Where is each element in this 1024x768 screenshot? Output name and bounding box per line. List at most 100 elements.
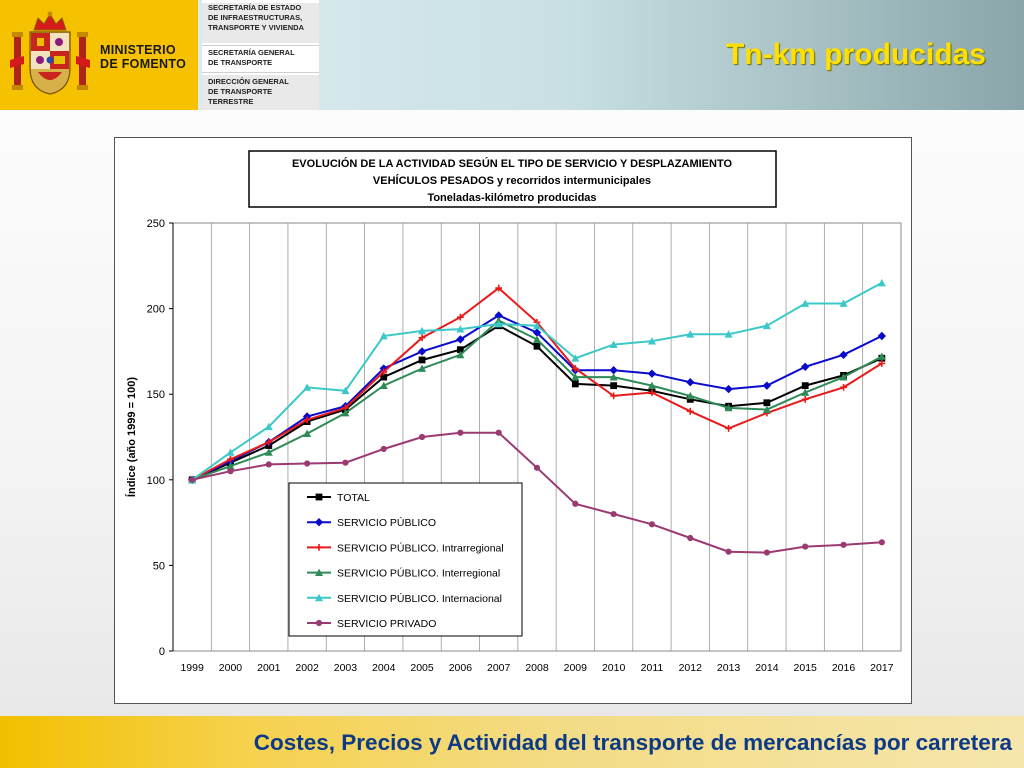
x-tick-label: 2013: [717, 662, 741, 674]
x-tick-label: 2017: [870, 662, 894, 674]
data-point: [839, 299, 848, 307]
data-point: [265, 438, 273, 446]
data-point: [648, 521, 656, 528]
footer-band: Costes, Precios y Actividad del transpor…: [0, 716, 1024, 768]
data-point: [456, 346, 464, 354]
x-tick-label: 2002: [295, 662, 319, 674]
data-point: [877, 331, 887, 341]
legend-label: SERVICIO PÚBLICO: [337, 516, 436, 529]
data-point: [533, 464, 541, 471]
header-band: MINISTERIO DE FOMENTO SECRETARÍA DE ESTA…: [0, 0, 1024, 110]
data-point: [418, 356, 426, 364]
dept-direccion-general: DIRECCIÓN GENERAL DE TRANSPORTE TERRESTR…: [202, 75, 319, 110]
chart-title-line: VEHÍCULOS PESADOS y recorridos intermuni…: [373, 174, 651, 187]
chart-panel: EVOLUCIÓN DE LA ACTIVIDAD SEGÚN EL TIPO …: [114, 137, 912, 704]
data-point: [647, 381, 656, 390]
data-point: [494, 320, 503, 328]
data-point: [724, 403, 733, 412]
data-point: [725, 425, 732, 432]
dept-2-line-2: DE TRANSPORTE: [208, 58, 273, 67]
data-point: [762, 321, 771, 330]
data-point: [342, 459, 349, 466]
x-tick-label: 2012: [679, 662, 703, 674]
data-point: [801, 395, 809, 403]
data-point: [417, 347, 427, 356]
data-point: [380, 373, 388, 381]
data-point: [456, 350, 465, 359]
y-tick-label: 250: [147, 218, 165, 230]
x-tick-label: 2007: [487, 662, 511, 674]
data-point: [878, 539, 885, 546]
dept-1-line-2: DE INFRAESTRUCTURAS,: [208, 13, 303, 22]
data-point: [686, 330, 695, 338]
data-point: [801, 388, 810, 396]
dept-2-line-1: SECRETARÍA GENERAL: [208, 48, 295, 57]
line-chart: EVOLUCIÓN DE LA ACTIVIDAD SEGÚN EL TIPO …: [125, 150, 902, 674]
legend-box: [288, 482, 523, 637]
data-point: [495, 429, 502, 436]
data-point: [418, 433, 426, 441]
data-point: [877, 352, 886, 360]
data-point: [802, 543, 809, 550]
data-point: [609, 340, 618, 348]
x-tick-label: 2006: [449, 662, 473, 674]
data-point: [457, 429, 464, 436]
data-point: [533, 335, 541, 343]
data-point: [762, 405, 771, 414]
x-tick-label: 2011: [641, 662, 664, 674]
x-tick-label: 2001: [257, 662, 281, 674]
data-point: [840, 541, 847, 548]
data-point: [533, 321, 541, 330]
data-point: [379, 331, 388, 340]
data-point: [533, 342, 541, 350]
y-tick-label: 200: [147, 304, 165, 316]
ministry-logo: MINISTERIO DE FOMENTO: [0, 0, 198, 110]
legend-marker: [315, 493, 323, 501]
data-point: [341, 386, 350, 395]
legend-label: SERVICIO PÚBLICO. Internacional: [337, 592, 502, 605]
data-point: [763, 549, 770, 556]
y-tick-label: 0: [159, 646, 165, 658]
data-point: [227, 455, 234, 463]
data-point: [724, 330, 733, 338]
ministry-line-2: DE FOMENTO: [100, 57, 187, 71]
legend-marker: [315, 619, 323, 627]
data-point: [572, 500, 579, 507]
y-tick-label: 150: [147, 389, 165, 401]
dept-1-line-3: TRANSPORTE Y VIVIENDA: [208, 23, 304, 32]
legend-label: SERVICIO PRIVADO: [337, 618, 436, 630]
data-point: [418, 334, 426, 342]
data-point: [264, 448, 273, 456]
x-tick-label: 2004: [372, 662, 396, 674]
dept-3-line-2: DE TRANSPORTE: [208, 87, 273, 96]
data-point: [303, 383, 312, 391]
data-point: [341, 409, 350, 417]
dept-1-line-1: SECRETARÍA DE ESTADO: [208, 3, 302, 12]
data-point: [647, 337, 656, 345]
data-point: [189, 476, 196, 483]
data-point: [456, 335, 465, 344]
data-point: [840, 383, 847, 391]
coat-of-arms-icon: [10, 11, 90, 95]
legend-label: TOTAL: [337, 492, 370, 504]
data-point: [610, 510, 617, 518]
data-point: [380, 368, 388, 376]
x-tick-label: 2010: [602, 662, 626, 674]
x-tick-label: 2015: [794, 662, 818, 674]
dept-3-line-1: DIRECCIÓN GENERAL: [208, 77, 289, 86]
data-point: [686, 391, 695, 400]
x-tick-label: 2000: [219, 662, 243, 674]
data-point: [687, 534, 694, 542]
y-tick-label: 100: [147, 475, 165, 487]
data-point: [227, 468, 234, 475]
data-point: [494, 311, 503, 320]
y-axis-label: Índice (año 1999 = 100): [125, 377, 138, 497]
dept-secretaria-estado: SECRETARÍA DE ESTADO DE INFRAESTRUCTURAS…: [202, 3, 319, 43]
data-point: [610, 392, 618, 400]
data-point: [839, 350, 848, 360]
chart-title-box: [248, 150, 777, 208]
chart-title-line: EVOLUCIÓN DE LA ACTIVIDAD SEGÚN EL TIPO …: [292, 157, 733, 170]
x-tick-label: 2008: [525, 662, 549, 674]
chart-title-line: Toneladas-kilómetro producidas: [427, 192, 596, 204]
data-point: [609, 373, 618, 381]
